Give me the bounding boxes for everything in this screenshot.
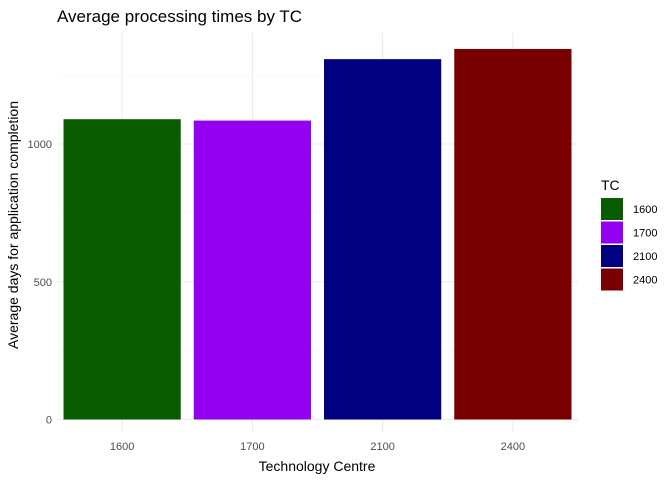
bar-2100 xyxy=(324,59,442,420)
legend-key-2100 xyxy=(601,245,623,267)
x-tick-label: 1700 xyxy=(240,441,264,453)
y-tick-labels: 0 500 1000 xyxy=(28,139,52,427)
x-axis-title: Technology Centre xyxy=(259,458,376,474)
legend-title: TC xyxy=(601,177,620,193)
bars xyxy=(63,48,572,420)
x-tick-label: 2100 xyxy=(370,441,394,453)
bar-2400 xyxy=(454,48,572,420)
legend-label-1600: 1600 xyxy=(633,204,657,216)
y-tick-label: 500 xyxy=(34,277,52,289)
chart-title: Average processing times by TC xyxy=(57,7,302,26)
legend-label-1700: 1700 xyxy=(633,228,657,240)
y-tick-label: 1000 xyxy=(28,139,52,151)
bar-1700 xyxy=(193,120,311,420)
x-tick-label: 1600 xyxy=(110,441,134,453)
x-tick-label: 2400 xyxy=(501,441,525,453)
y-tick-label: 0 xyxy=(46,415,52,427)
x-tick-labels: 1600 1700 2100 2400 xyxy=(110,441,525,453)
y-axis-title: Average days for application completion xyxy=(5,101,21,349)
legend-label-2400: 2400 xyxy=(633,275,657,287)
legend-label-2100: 2100 xyxy=(633,251,657,263)
legend-key-2400 xyxy=(601,268,623,291)
bar-1600 xyxy=(63,119,181,420)
legend-key-1600 xyxy=(601,198,623,220)
legend: TC 1600 1700 2100 2400 xyxy=(601,177,657,291)
legend-key-1700 xyxy=(601,221,623,244)
